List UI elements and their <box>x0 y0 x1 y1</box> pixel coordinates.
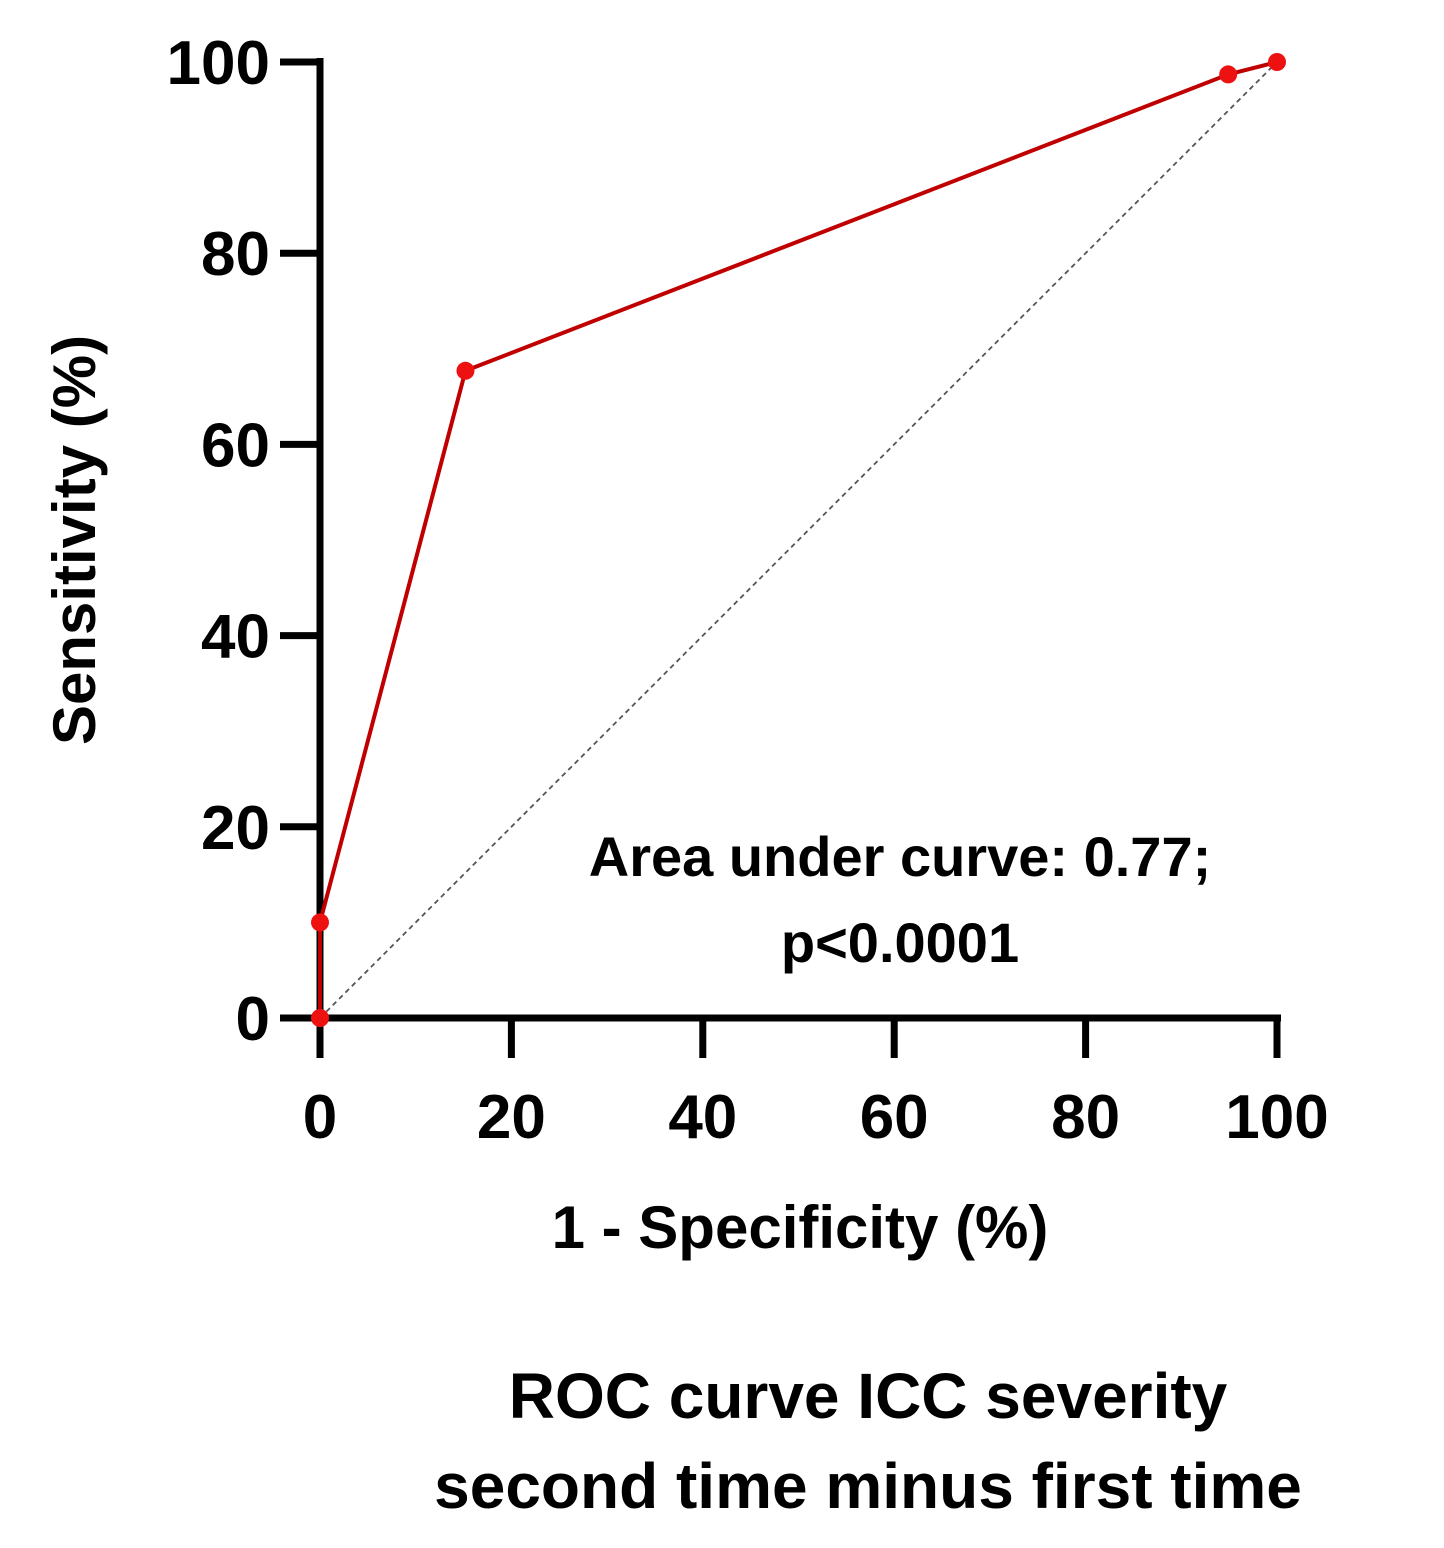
roc-data-point <box>456 361 475 380</box>
chart-title-line1: ROC curve ICC severity <box>509 1360 1228 1432</box>
roc-data-point <box>1219 65 1238 84</box>
y-tick-label: 60 <box>201 411 270 480</box>
x-tick-label: 100 <box>1225 1083 1328 1152</box>
y-tick-label: 100 <box>167 29 270 98</box>
roc-data-point <box>311 913 329 932</box>
chart-title-line2: second time minus first time <box>434 1450 1302 1522</box>
y-tick-label: 0 <box>236 985 270 1054</box>
y-tick-label: 80 <box>201 220 270 289</box>
x-axis-label: 1 - Specificity (%) <box>552 1194 1049 1261</box>
y-tick-label: 20 <box>201 794 270 863</box>
series-layer <box>311 53 1286 1027</box>
auc-annotation-line1: Area under curve: 0.77; <box>589 825 1211 888</box>
axis-ticks <box>280 58 1281 1058</box>
x-tick-label: 0 <box>303 1083 337 1152</box>
y-tick-label: 40 <box>201 603 270 672</box>
x-tick-label: 20 <box>477 1083 546 1152</box>
roc-data-point <box>1268 53 1286 71</box>
tick-labels: 0 20 40 60 80 100 0 20 40 60 80 100 <box>167 29 1329 1152</box>
auc-annotation-line2: p<0.0001 <box>781 911 1019 974</box>
reference-line <box>319 61 1278 1019</box>
x-tick-label: 60 <box>860 1083 929 1152</box>
x-tick-label: 40 <box>668 1083 737 1152</box>
roc-data-point <box>311 1009 329 1027</box>
y-axis-label: Sensitivity (%) <box>41 335 108 745</box>
x-tick-label: 80 <box>1051 1083 1120 1152</box>
